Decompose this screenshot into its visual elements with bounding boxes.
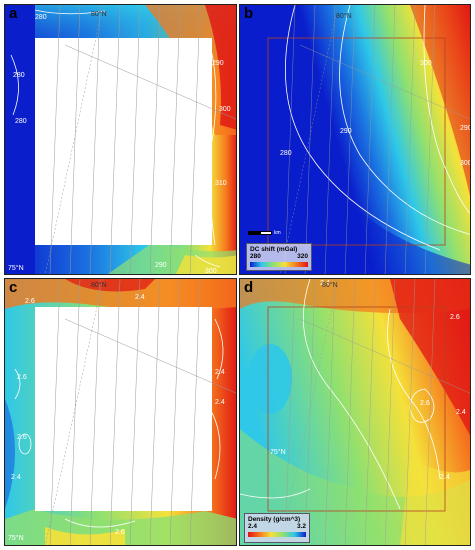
- scale-bar: km: [248, 230, 281, 236]
- contour-label: 2.4: [440, 474, 450, 481]
- legend-colorbar: [248, 532, 306, 537]
- panel-b: 280 290 300 290 300 80°N km DC shift (mG…: [239, 4, 471, 275]
- contour-label: 2.6: [17, 434, 27, 441]
- contour-label: 2.4: [11, 474, 21, 481]
- contour-label: 290: [212, 60, 224, 67]
- scale-label: km: [274, 230, 281, 236]
- legend-min: 2.4: [248, 523, 258, 530]
- contour-label: 2.6: [115, 529, 125, 536]
- panel-label-a: a: [9, 5, 18, 22]
- contour-label: 2.6: [25, 298, 35, 305]
- contour-label: 300: [460, 160, 471, 167]
- panel-d: 2.4 2.6 2.4 2.6 2.4 80°N 75°N Density (g…: [239, 278, 471, 546]
- legend-min: 280: [250, 253, 261, 260]
- contour-label: 280: [280, 150, 292, 157]
- legend-max: 320: [297, 253, 308, 260]
- panel-c-map: 2.6 2.4 2.4 2.6 2.6 2.4 2.6 2.4: [5, 279, 236, 545]
- contour-label: 2.6: [17, 374, 27, 381]
- contour-label: 310: [215, 180, 227, 187]
- contour-label: 300: [205, 268, 217, 275]
- contour-label: 2.4: [215, 369, 225, 376]
- latitude-label: 75°N: [270, 449, 286, 456]
- legend-ticks: 280 320: [250, 253, 308, 260]
- panel-label-c: c: [9, 279, 18, 296]
- contour-label: 300: [420, 60, 432, 67]
- latitude-label-top: 80°N: [336, 13, 352, 20]
- legend-colorbar: [250, 262, 308, 267]
- contour-label: 290: [460, 125, 471, 132]
- contour-label: 290: [340, 128, 352, 135]
- panel-a-map: 280 280 290 300 310 280 290 300: [5, 5, 236, 275]
- contour-label: 2.4: [215, 399, 225, 406]
- panel-label-b: b: [244, 5, 254, 22]
- panel-d-map: 2.4 2.6 2.4 2.6 2.4: [240, 279, 470, 545]
- panel-label-d: d: [244, 279, 254, 296]
- legend-title: DC shift (mGal): [250, 246, 298, 253]
- contour-label: 2.4: [135, 294, 145, 301]
- contour-label: 280: [35, 14, 47, 21]
- latitude-label-top: 80°N: [91, 11, 107, 18]
- contour-label: 2.4: [456, 409, 466, 416]
- legend-density: Density (g/cm^3) 2.4 3.2: [244, 513, 310, 543]
- scale-segment: [248, 231, 260, 235]
- latitude-label: 75°N: [8, 265, 24, 272]
- panel-a: 280 280 290 300 310 280 290 300 80°N 75°…: [4, 4, 237, 275]
- contour-label: 300: [219, 106, 231, 113]
- latitude-label-top: 80°N: [91, 282, 107, 289]
- contour-label: 280: [15, 118, 27, 125]
- contour-label: 2.4: [320, 280, 330, 287]
- contour-label: 2.6: [450, 314, 460, 321]
- latitude-label-top: 80°N: [322, 282, 338, 289]
- legend-dc-shift: DC shift (mGal) 280 320: [246, 243, 312, 271]
- scale-segment: [260, 231, 272, 235]
- latitude-label: 75°N: [8, 535, 24, 542]
- panel-b-map: 280 290 300 290 300: [240, 5, 471, 274]
- legend-ticks: 2.4 3.2: [248, 523, 306, 530]
- legend-max: 3.2: [296, 523, 306, 530]
- legend-title: Density (g/cm^3): [248, 516, 301, 523]
- contour-label: 280: [13, 72, 25, 79]
- contour-label: 290: [155, 262, 167, 269]
- contour-label: 2.6: [420, 400, 430, 407]
- panel-c: 2.6 2.4 2.4 2.6 2.6 2.4 2.6 2.4 80°N 75°…: [4, 278, 237, 546]
